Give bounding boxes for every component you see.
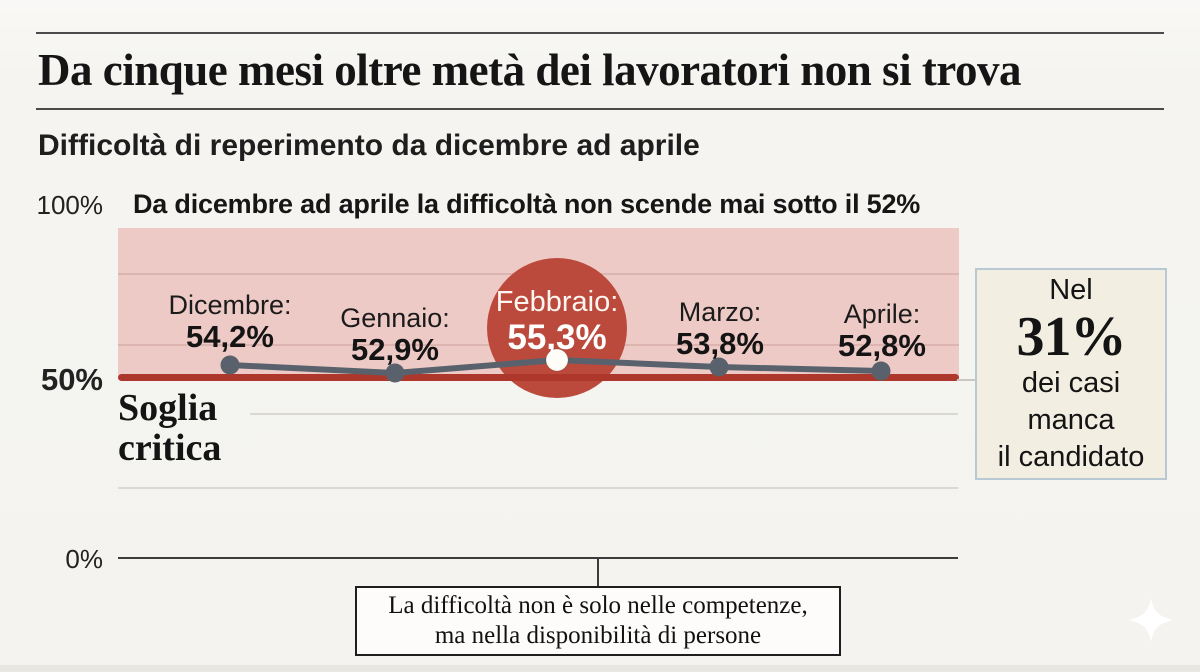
threshold-label: Soglia critica — [118, 387, 222, 469]
side-box-line4: il candidato — [997, 441, 1145, 473]
top-rule — [36, 32, 1164, 34]
side-box-line3: manca — [1027, 404, 1115, 436]
side-box-line2: dei casi — [1021, 367, 1121, 399]
label-dicembre: Dicembre: 54,2% — [168, 290, 292, 355]
chart-subtitle: Difficoltà di reperimento da dicembre ad… — [38, 129, 700, 162]
gridline-20 — [118, 487, 958, 489]
y-tick-100: 100% — [36, 190, 104, 220]
callout-connector-line — [597, 558, 599, 588]
gridline-40 — [250, 413, 958, 415]
label-febbraio: Febbraio: 55,3% — [495, 286, 619, 358]
label-marzo: Marzo: 53,8% — [676, 297, 764, 362]
callout-box: La difficoltà non è solo nelle competenz… — [355, 586, 841, 656]
sparkle-icon — [1129, 598, 1173, 642]
side-info-box: Nel 31% dei casi manca il candidato — [975, 268, 1167, 480]
chart-annotation: Da dicembre ad aprile la difficoltà non … — [133, 189, 921, 219]
side-box-intro: Nel — [1049, 274, 1093, 306]
y-tick-0: 0% — [65, 544, 103, 574]
label-aprile: Aprile: 52,8% — [838, 299, 926, 364]
page-title: Da cinque mesi oltre metà dei lavoratori… — [38, 45, 1021, 95]
critical-threshold-line — [118, 374, 959, 381]
threshold-extension-line — [957, 379, 977, 381]
title-divider-rule — [36, 108, 1164, 110]
y-tick-50: 50% — [40, 362, 103, 397]
label-gennaio: Gennaio: 52,9% — [340, 303, 450, 368]
bottom-strip — [0, 665, 1200, 672]
side-box-value: 31% — [1016, 306, 1127, 368]
x-axis-line — [118, 557, 958, 559]
